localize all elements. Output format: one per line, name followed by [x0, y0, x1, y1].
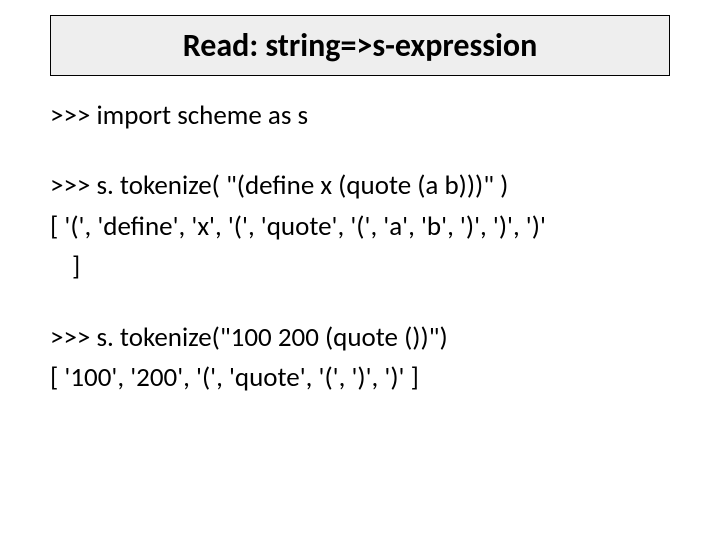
spacer — [50, 138, 670, 168]
slide-content: >>> import scheme as s >>> s. tokenize( … — [40, 98, 680, 397]
code-line-5: [ '100', '200', '(', 'quote', '(', ')', … — [50, 360, 670, 396]
spacer — [50, 290, 670, 320]
slide-title: Read: string=>s-expression — [71, 26, 649, 65]
code-line-1: >>> import scheme as s — [50, 98, 670, 134]
title-box: Read: string=>s-expression — [50, 15, 670, 76]
code-line-3b: ] — [50, 249, 670, 285]
slide-container: Read: string=>s-expression >>> import sc… — [0, 0, 720, 540]
code-line-3: [ '(', 'define', 'x', '(', 'quote', '(',… — [50, 209, 670, 245]
code-line-2: >>> s. tokenize( "(define x (quote (a b)… — [50, 168, 670, 204]
code-line-4: >>> s. tokenize("100 200 (quote ())") — [50, 320, 670, 356]
